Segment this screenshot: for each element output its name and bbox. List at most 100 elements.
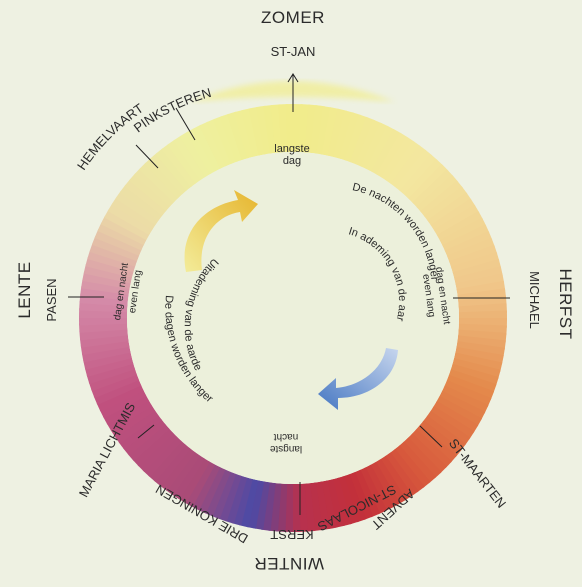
ring-segment [422, 415, 467, 452]
ring-segment [89, 242, 138, 267]
ring-segment [337, 475, 360, 525]
ring-segment [331, 477, 352, 527]
ring-segment [389, 448, 425, 493]
ring-segment [248, 106, 266, 156]
ring-segment [85, 256, 134, 278]
ring-segment [430, 198, 476, 232]
ring-segment [436, 211, 483, 242]
ring-segment [429, 405, 475, 440]
ring-segment [97, 222, 145, 251]
langste-nacht-line2: nacht [274, 431, 299, 442]
ring-segment [364, 464, 394, 512]
ring-segment [127, 423, 170, 462]
ring-segment [234, 109, 255, 159]
festival-ticks [68, 73, 510, 515]
ring-segment [369, 461, 400, 508]
ring-segment [454, 266, 503, 286]
ring-segment [199, 121, 228, 169]
ring-segment [342, 473, 367, 523]
ring-segment [355, 119, 383, 168]
ring-segment [91, 235, 140, 262]
ring-segment [111, 196, 157, 231]
pinksteren-tick [175, 107, 196, 141]
ring-segment [83, 264, 133, 284]
ring-segment [407, 433, 447, 474]
ring-segment [87, 249, 136, 273]
ring-segment [184, 460, 216, 507]
ring-segment [144, 157, 184, 199]
ring-segment [365, 125, 396, 173]
ring-segment [81, 345, 131, 363]
ring-segment [192, 124, 222, 172]
ring-segment [411, 429, 453, 469]
ring-segment [255, 105, 272, 155]
ring-segment [171, 454, 206, 500]
ring-segment [106, 399, 153, 432]
langste-nacht-line1: langste [269, 443, 302, 454]
ring-segment [393, 445, 431, 489]
ring-segment [100, 215, 148, 246]
festival-st-maarten: ST-MAARTEN [446, 436, 509, 511]
ring-segment [398, 441, 437, 484]
ring-segment [427, 192, 472, 227]
ring-segment [99, 389, 147, 419]
ring-segment [93, 378, 142, 406]
ring-segment [133, 167, 175, 207]
ring-segment [84, 356, 134, 377]
ring-segment [458, 310, 507, 321]
season-winter: WINTER [254, 554, 324, 573]
ring-segment [115, 190, 160, 226]
ring-segment [110, 404, 156, 438]
season-autumn: HERFST [556, 269, 575, 340]
ring-segment [210, 471, 237, 520]
ring-segment [104, 209, 151, 241]
ring-segment [241, 108, 261, 157]
ring-segment [360, 122, 389, 170]
ring-segment [344, 114, 369, 163]
ring-segment [349, 116, 376, 165]
festival-michael: MICHAEL [527, 271, 542, 329]
ring-segment [203, 468, 231, 517]
ring-segment [139, 162, 179, 203]
st-jan-arrow-icon [287, 73, 299, 83]
ring-segment [314, 481, 331, 531]
ring-segment [455, 273, 505, 291]
ring-segment [446, 237, 495, 263]
ring-segment [137, 432, 178, 472]
festival-hemelvaart: HEMELVAART [74, 100, 146, 172]
ring-segment [91, 373, 140, 399]
ring-segment [399, 154, 438, 196]
ring-segment [348, 471, 374, 520]
ring-segment [148, 440, 187, 482]
ring-segment [122, 418, 166, 456]
ring-segment [153, 444, 191, 487]
inner-disc [127, 152, 459, 484]
festival-kerst: KERST [270, 527, 313, 542]
ring-segment [325, 479, 345, 528]
ring-segment [179, 131, 212, 178]
ring-segment [155, 147, 193, 191]
ring-segment [107, 202, 154, 235]
ring-segment [448, 369, 497, 394]
festival-st-jan: ST-JAN [271, 44, 316, 59]
ring-segment [358, 467, 387, 515]
ring-segment [416, 174, 459, 213]
ring-segment [124, 178, 167, 216]
ring-segment [78, 315, 128, 326]
festival-pasen: PASEN [44, 278, 59, 321]
ring-segment [83, 350, 132, 370]
ring-segment [285, 103, 296, 153]
ring-segment [190, 463, 221, 511]
ring-segment [423, 186, 468, 222]
ring-segment [142, 436, 182, 478]
ring-segment [290, 483, 301, 532]
ring-segment [118, 414, 163, 450]
blue-arrow-icon [318, 348, 398, 410]
ring-segment [224, 475, 248, 524]
ring-segment [217, 473, 242, 522]
ring-segment [412, 169, 454, 209]
ring-segment [385, 140, 421, 185]
ring-segment [420, 180, 464, 218]
ring-segment [88, 367, 138, 392]
